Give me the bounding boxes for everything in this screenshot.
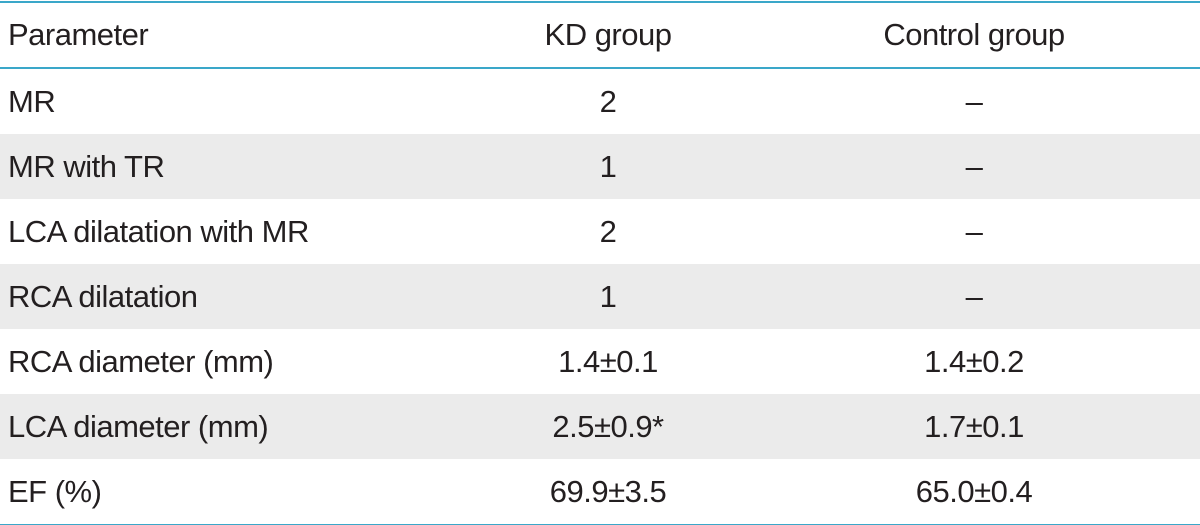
- value-cell: 2.5±0.9*: [552, 408, 664, 444]
- value-cell: –: [965, 83, 983, 119]
- value-cell: –: [965, 213, 983, 249]
- table-body: MR 2 – MR with TR 1 – LCA dilatation with MR 2 –…: [0, 68, 1200, 525]
- parameter-cell: RCA dilatation: [8, 278, 198, 314]
- table-row: LCA dilatation with MR 2 –: [0, 199, 1200, 264]
- value-cell: 69.9±3.5: [549, 473, 667, 509]
- parameter-cell: MR: [8, 83, 56, 119]
- parameter-cell: MR with TR: [8, 148, 165, 184]
- table-row: MR 2 –: [0, 68, 1200, 134]
- header-cell: Parameter: [0, 2, 468, 69]
- table-row: LCA diameter (mm) 2.5±0.9* 1.7±0.1: [0, 394, 1200, 459]
- table-row: MR with TR 1 –: [0, 134, 1200, 199]
- value-cell: 1.4±0.2: [924, 343, 1024, 379]
- value-cell: –: [965, 148, 983, 184]
- value-cell: 65.0±0.4: [915, 473, 1033, 509]
- value-cell: 1.4±0.1: [558, 343, 658, 379]
- parameter-cell: RCA diameter (mm): [8, 343, 274, 379]
- value-cell: 1: [599, 148, 617, 184]
- value-cell: 2: [599, 213, 617, 249]
- parameter-cell: EF (%): [8, 473, 102, 509]
- value-cell: 1.7±0.1: [924, 408, 1024, 444]
- table-row: EF (%) 69.9±3.5 65.0±0.4: [0, 459, 1200, 525]
- header-cell: KD group: [468, 2, 748, 69]
- header-cell: Control group: [748, 2, 1200, 69]
- table-header: Parameter KD group Control group: [0, 2, 1200, 69]
- value-cell: 1: [599, 278, 617, 314]
- table-row: RCA diameter (mm) 1.4±0.1 1.4±0.2: [0, 329, 1200, 394]
- table-row: RCA dilatation 1 –: [0, 264, 1200, 329]
- value-cell: 2: [599, 83, 617, 119]
- value-cell: –: [965, 278, 983, 314]
- parameter-cell: LCA dilatation with MR: [8, 213, 309, 249]
- header-row: Parameter KD group Control group: [0, 2, 1200, 69]
- parameter-cell: LCA diameter (mm): [8, 408, 269, 444]
